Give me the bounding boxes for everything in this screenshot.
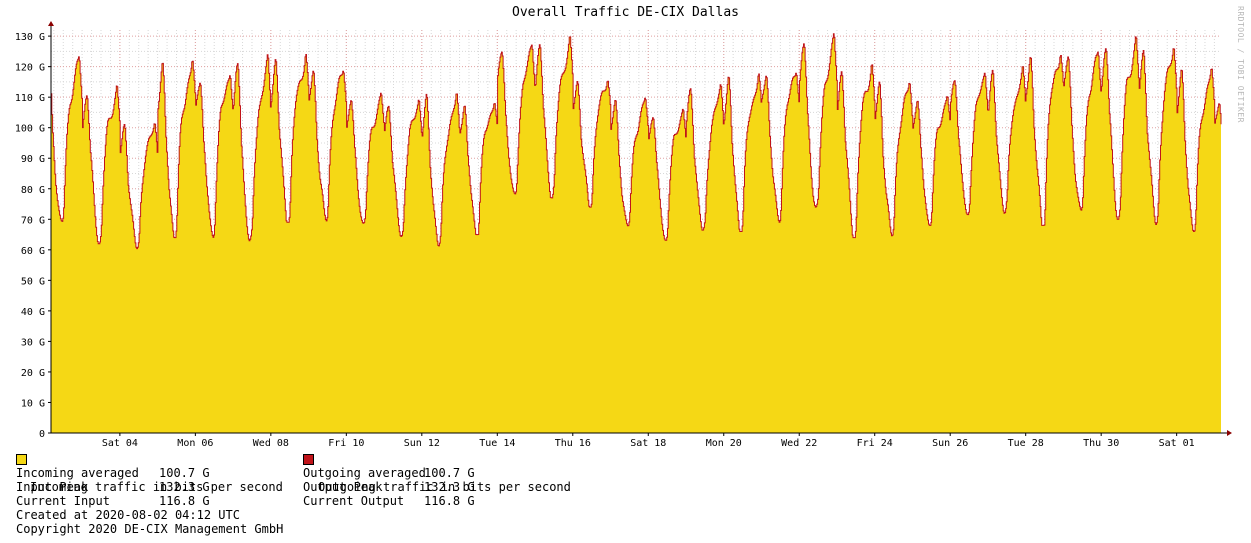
incoming-legend-label: Incoming traffic in bits per second xyxy=(30,480,283,494)
x-axis-ticks: Sat 04 Mon 06 Wed 08 Fri 10 Sun 12 Tue 14 Thu … xyxy=(102,433,1195,449)
y-tick-label: 120 G xyxy=(15,63,45,74)
chart-title: Overall Traffic DE-CIX Dallas xyxy=(512,5,739,20)
y-tick-label: 130 G xyxy=(15,32,45,43)
axes xyxy=(48,21,1232,436)
created-at-text: Created at 2020-08-02 04:12 UTC xyxy=(16,508,240,522)
x-tick-label: Tue 28 xyxy=(1008,438,1044,449)
x-tick-label: Wed 08 xyxy=(253,438,289,449)
x-tick-label: Sat 01 xyxy=(1159,438,1195,449)
input-peak-label: Input Peak xyxy=(16,480,89,494)
x-tick-label: Sun 26 xyxy=(932,438,968,449)
output-peak-label: Output Peak xyxy=(303,480,383,494)
x-tick-label: Mon 06 xyxy=(177,438,213,449)
y-tick-label: 90 G xyxy=(21,154,45,165)
y-tick-label: 20 G xyxy=(21,368,45,379)
y-tick-label: 60 G xyxy=(21,246,45,257)
x-tick-label: Wed 22 xyxy=(781,438,817,449)
current-input-value: 116.8 G xyxy=(159,494,210,508)
incoming-traffic-area xyxy=(51,33,1221,434)
current-output-label: Current Output xyxy=(303,494,405,508)
copyright-text: Copyright 2020 DE-CIX Management GmbH xyxy=(16,522,284,536)
outgoing-avg-label: Outgoing averaged xyxy=(303,466,426,480)
x-tick-label: Fri 24 xyxy=(857,438,893,449)
input-peak-value: 132.3 G xyxy=(159,480,210,494)
y-tick-label: 110 G xyxy=(15,93,45,104)
incoming-avg-value: 100.7 G xyxy=(159,466,210,480)
x-tick-label: Mon 20 xyxy=(706,438,742,449)
x-tick-label: Sat 04 xyxy=(102,438,138,449)
x-tick-label: Tue 14 xyxy=(479,438,515,449)
y-tick-label: 80 G xyxy=(21,185,45,196)
outgoing-legend-label: Outgoing traffic in bits per second xyxy=(318,480,571,494)
current-input-label: Current Input xyxy=(16,494,110,508)
y-tick-label: 30 G xyxy=(21,337,45,348)
current-output-value: 116.8 G xyxy=(424,494,475,508)
x-tick-label: Sun 12 xyxy=(404,438,440,449)
y-axis-arrow xyxy=(48,21,54,26)
x-tick-label: Sat 18 xyxy=(630,438,666,449)
y-axis-ticks: 0 10 G 20 G 30 G 40 G 50 G 60 G 70 G 80 G 90 G 100… xyxy=(15,32,51,440)
x-tick-label: Fri 10 xyxy=(328,438,364,449)
y-tick-label: 70 G xyxy=(21,215,45,226)
outgoing-avg-value: 100.7 G xyxy=(424,466,475,480)
rrdtool-watermark: RRDTOOL / TOBI OETIKER xyxy=(1236,6,1245,123)
x-tick-label: Thu 16 xyxy=(555,438,591,449)
y-tick-label: 0 xyxy=(39,429,45,440)
incoming-swatch xyxy=(16,454,27,465)
x-tick-label: Thu 30 xyxy=(1083,438,1119,449)
incoming-avg-label: Incoming averaged xyxy=(16,466,139,480)
y-tick-label: 40 G xyxy=(21,307,45,318)
outgoing-traffic-line xyxy=(51,33,1222,250)
y-tick-label: 10 G xyxy=(21,398,45,409)
output-peak-value: 132.3 G xyxy=(424,480,475,494)
traffic-chart: 0 10 G 20 G 30 G 40 G 50 G 60 G 70 G 80 G 90 G 100… xyxy=(15,21,1232,449)
x-axis-arrow xyxy=(1227,430,1232,436)
outgoing-swatch xyxy=(303,454,314,465)
y-tick-label: 50 G xyxy=(21,276,45,287)
y-tick-label: 100 G xyxy=(15,124,45,135)
